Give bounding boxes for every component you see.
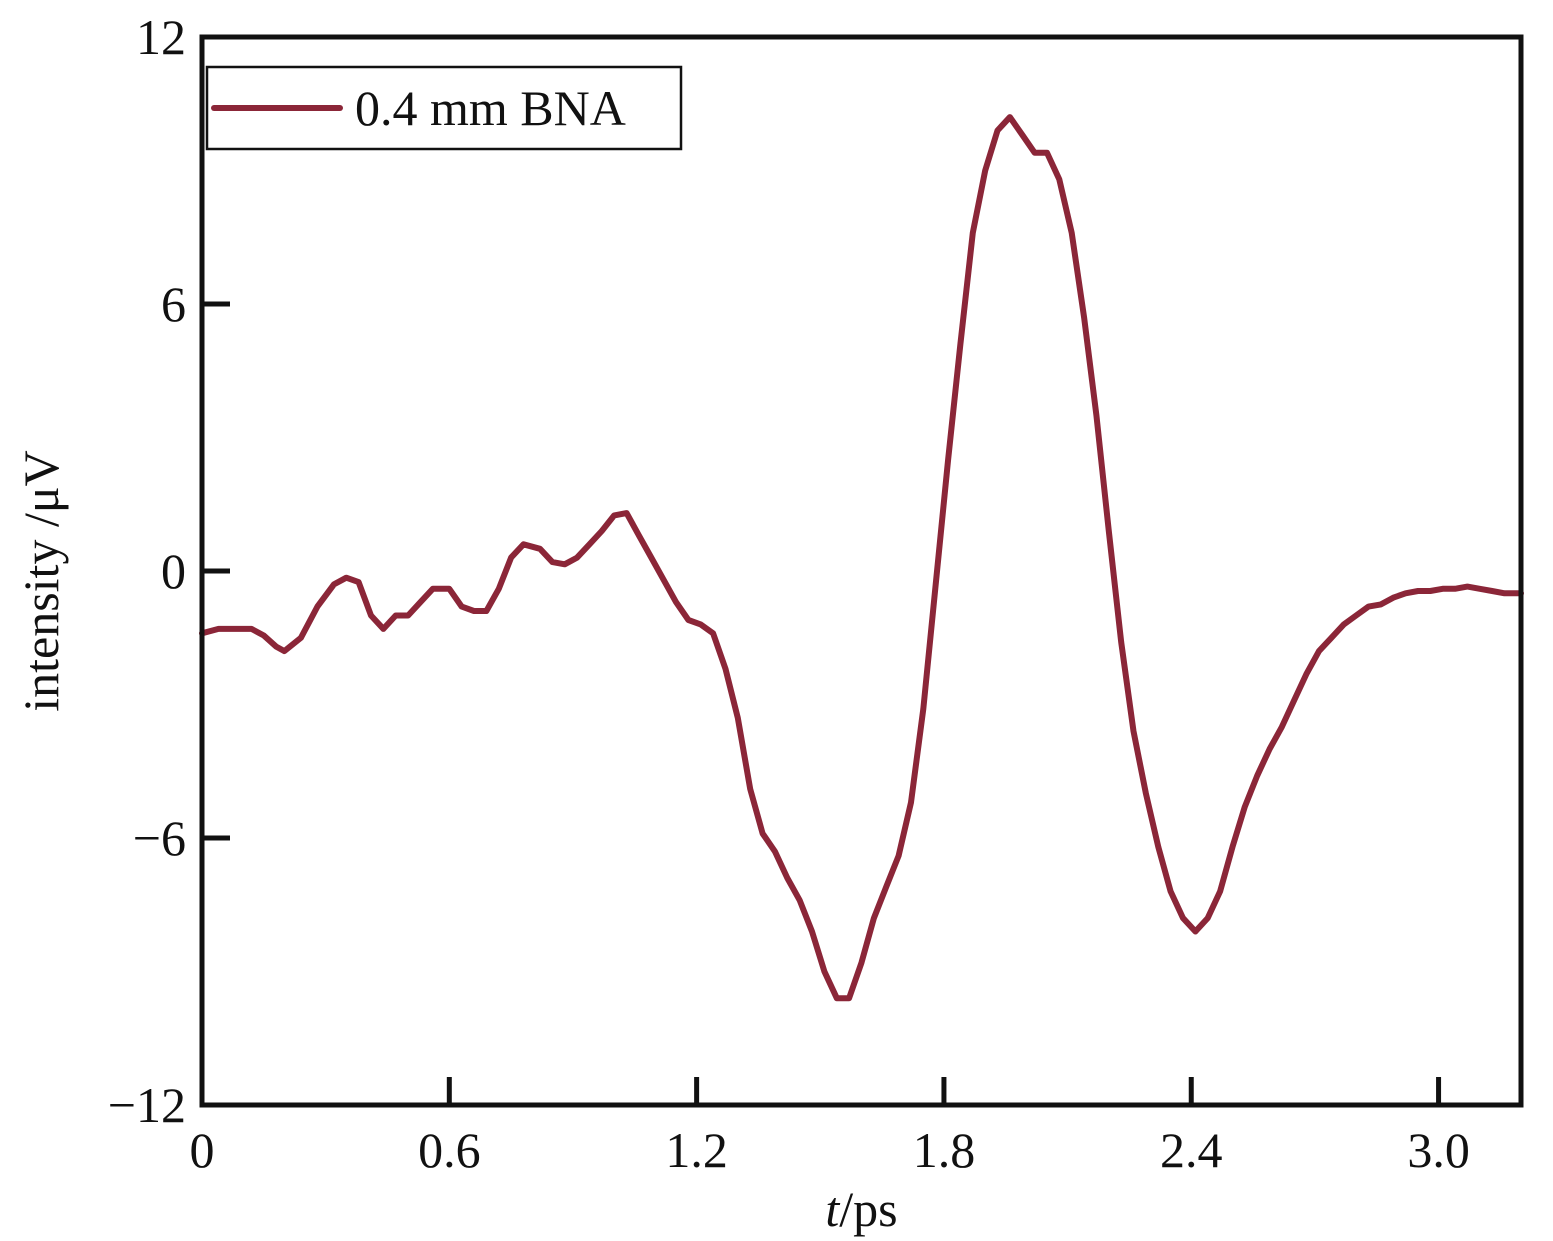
y-tick-label: 0 (161, 543, 186, 599)
y-axis-title: intensity /μV (13, 450, 69, 712)
x-tick-label: 0 (190, 1122, 215, 1178)
x-tick-label: 1.2 (665, 1122, 728, 1178)
legend: 0.4 mm BNA (205, 65, 683, 151)
axis-ticks: 0 0.6 1.2 1.8 2.4 3.0 −12 −6 0 6 12 (108, 9, 1470, 1178)
series-line-0 (199, 114, 1524, 1002)
x-tick-label: 3.0 (1407, 1122, 1470, 1178)
y-tick-label: 12 (136, 9, 186, 65)
plot-area-frame (199, 34, 1524, 1108)
y-tick-label: −6 (133, 810, 186, 866)
x-tick-label: 2.4 (1160, 1122, 1223, 1178)
y-tick-label: −12 (108, 1077, 186, 1133)
x-axis-title-unit: /ps (839, 1181, 897, 1237)
plot-marks (199, 114, 1524, 1002)
x-tick-label: 0.6 (418, 1122, 481, 1178)
x-axis-title: t/ps (825, 1181, 897, 1237)
y-tick-label: 6 (161, 276, 186, 332)
legend-label: 0.4 mm BNA (355, 80, 626, 136)
x-axis-title-variable: t (825, 1181, 840, 1237)
x-tick-label: 1.8 (913, 1122, 976, 1178)
